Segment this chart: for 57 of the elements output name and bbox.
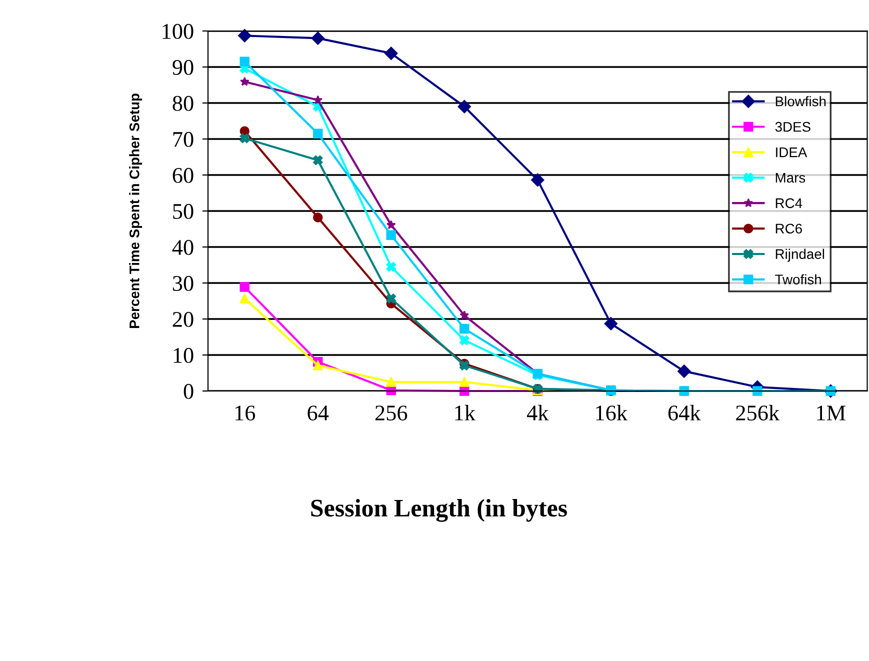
- point: [386, 220, 396, 230]
- y-tick-label: 40: [172, 240, 194, 255]
- point: [313, 360, 323, 370]
- y-tick-label: 10: [174, 348, 194, 363]
- x-tick-label: 16k: [596, 404, 628, 421]
- y-tick-label: 70: [173, 132, 194, 147]
- point: [311, 32, 324, 45]
- point: [313, 212, 323, 222]
- point: [386, 377, 396, 387]
- y-tick-label: 50: [173, 204, 194, 219]
- point: [313, 128, 323, 138]
- x-tick-label: 1k: [455, 404, 476, 420]
- y-tick-label: 90: [172, 60, 194, 75]
- y-tick-label: 20: [172, 312, 194, 327]
- point: [240, 56, 250, 66]
- legend-label: Mars: [776, 172, 806, 183]
- x-tick-label: 256k: [736, 404, 780, 421]
- x-tick-label: 64: [308, 406, 329, 421]
- point: [240, 133, 250, 144]
- legend-label: Rijndael: [776, 248, 824, 262]
- point: [386, 230, 396, 240]
- x-tick-label: 64k: [668, 404, 701, 421]
- point: [752, 386, 762, 396]
- y-tick-label: 0: [184, 384, 194, 399]
- point: [531, 173, 544, 187]
- point: [240, 294, 250, 304]
- y-axis-title: Percent Time Spent in Cipher Setup: [129, 94, 142, 328]
- point: [458, 100, 471, 114]
- point: [678, 364, 691, 378]
- point: [384, 46, 398, 60]
- legend-label: RC6: [776, 224, 802, 234]
- point: [240, 282, 250, 292]
- point: [313, 95, 323, 104]
- x-tick-label: 256: [375, 406, 408, 421]
- point: [460, 310, 470, 320]
- point: [604, 317, 618, 330]
- legend-label: IDEA: [776, 148, 808, 158]
- point: [238, 29, 252, 42]
- legend-label: RC4: [776, 198, 802, 208]
- point: [460, 377, 470, 387]
- point: [386, 294, 396, 304]
- point: [313, 155, 323, 166]
- x-axis-title: Session Length (in bytes: [311, 499, 567, 522]
- point: [460, 335, 470, 346]
- y-tick-label: 60: [172, 168, 194, 183]
- y-tick-label: 100: [162, 24, 194, 39]
- y-tick-label: 80: [172, 96, 194, 111]
- legend-label: Blowfish: [776, 96, 826, 106]
- legend-label: Twofish: [775, 274, 821, 284]
- y-tick-label: 30: [172, 276, 194, 291]
- x-tick-label: 4k: [526, 404, 549, 420]
- point: [386, 262, 396, 272]
- point: [240, 76, 250, 86]
- x-tick-label: 1M: [817, 406, 846, 420]
- legend-label: 3DES: [775, 122, 810, 132]
- point: [460, 324, 470, 334]
- x-tick-label: 16: [235, 406, 256, 421]
